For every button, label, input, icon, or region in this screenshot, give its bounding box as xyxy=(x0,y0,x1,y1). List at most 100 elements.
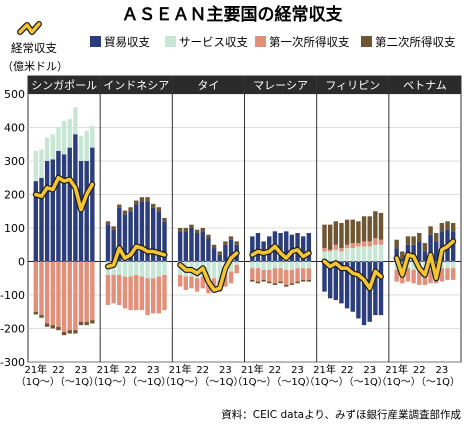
panel-title: タイ xyxy=(197,79,219,92)
bar-primary xyxy=(278,268,283,282)
bar-trade xyxy=(411,244,416,262)
bar-services xyxy=(139,261,145,277)
panel-header xyxy=(244,76,317,94)
bar-primary xyxy=(78,261,84,322)
legend-label: 貿易収支 xyxy=(104,35,150,49)
bar-secondary xyxy=(234,241,239,245)
x-tick-label: （～1Q） xyxy=(55,376,99,388)
bar-primary xyxy=(177,274,183,287)
bar-primary xyxy=(90,261,95,321)
bar-services xyxy=(234,261,239,265)
bar-secondary xyxy=(139,197,145,202)
x-tick-label: 21年 xyxy=(97,363,120,376)
x-tick-label: 21年 xyxy=(313,363,336,376)
current-account-line xyxy=(33,176,95,212)
bar-primary xyxy=(223,274,228,287)
bar-secondary xyxy=(122,210,128,215)
bar-primary xyxy=(378,239,384,245)
bar-trade xyxy=(206,238,211,262)
plot-area: -300-200-1000100200300400500シンガポール21年（1Q… xyxy=(0,75,462,388)
bar-secondary xyxy=(405,236,411,245)
bar-services xyxy=(228,261,234,272)
bar-secondary xyxy=(134,200,139,205)
bar-primary xyxy=(405,268,411,282)
bar-secondary xyxy=(39,315,44,318)
bar-secondary xyxy=(344,219,350,245)
y-tick-label: 200 xyxy=(4,189,25,202)
legend-label: 第一次所得収支 xyxy=(269,35,350,49)
source-note: 資料：CEIC dataより、みずほ銀行産業調査部作成 xyxy=(221,408,461,421)
bar-trade xyxy=(145,201,150,262)
bar-trade xyxy=(33,181,39,262)
bar-primary xyxy=(156,276,162,314)
x-tick-label: 22 xyxy=(413,365,426,376)
bar-secondary xyxy=(255,281,261,284)
bar-primary xyxy=(344,244,350,249)
bar-secondary xyxy=(177,228,183,232)
bar-primary xyxy=(194,278,200,292)
bar-services xyxy=(134,261,139,275)
x-tick-label: 23 xyxy=(75,365,88,376)
bar-primary xyxy=(44,261,50,324)
bar-primary xyxy=(445,268,450,280)
bar-services xyxy=(261,261,266,270)
bar-primary xyxy=(39,261,44,316)
y-tick-label: -300 xyxy=(0,356,25,369)
panel-header xyxy=(316,76,389,94)
bar-trade xyxy=(162,221,167,262)
y-tick-label: 400 xyxy=(4,122,25,135)
bar-trade xyxy=(367,261,372,322)
bar-trade xyxy=(394,248,399,262)
bar-secondary xyxy=(84,321,89,326)
bar-primary xyxy=(300,268,306,280)
bar-trade xyxy=(333,261,338,301)
bar-secondary xyxy=(333,221,338,245)
y-tick-label: -200 xyxy=(0,323,25,336)
bar-trade xyxy=(434,241,439,262)
bar-primary xyxy=(361,241,367,247)
bar-secondary xyxy=(211,244,217,249)
bar-primary xyxy=(105,274,111,306)
bar-secondary xyxy=(394,239,399,249)
x-tick-label: 22 xyxy=(269,365,282,376)
bar-trade xyxy=(217,254,222,262)
bar-secondary xyxy=(189,224,194,228)
bar-trade xyxy=(255,233,261,262)
x-tick-label: 23 xyxy=(147,365,160,376)
legend: 経常収支 貿易収支 サービス収支 第一次所得収支 第二次所得収支 xyxy=(11,21,456,55)
bar-trade xyxy=(117,207,122,262)
bar-trade xyxy=(90,147,95,262)
bar-secondary xyxy=(194,229,200,234)
bar-secondary xyxy=(356,221,361,244)
x-tick-label: （1Q～） xyxy=(232,376,276,388)
legend-label: 第二次所得収支 xyxy=(375,35,456,49)
x-tick-label: （～1Q） xyxy=(271,376,315,388)
legend-label: サービス収支 xyxy=(179,35,248,49)
bar-primary xyxy=(272,268,278,284)
bar-primary xyxy=(151,278,156,314)
bar-secondary xyxy=(289,283,295,285)
bar-secondary xyxy=(267,281,272,284)
x-tick-label: 22 xyxy=(341,365,354,376)
bar-trade xyxy=(422,251,428,262)
panel-header xyxy=(172,76,245,94)
bar-trade xyxy=(400,258,405,262)
bar-services xyxy=(378,244,384,262)
bar-primary xyxy=(322,248,327,252)
bar-primary xyxy=(134,274,139,311)
bar-secondary xyxy=(306,279,312,282)
legend-label: 経常収支 xyxy=(11,41,57,55)
bar-services xyxy=(206,261,211,279)
bar-primary xyxy=(122,276,128,309)
bar-trade xyxy=(111,229,116,262)
bar-trade xyxy=(361,261,367,326)
bar-services xyxy=(344,248,350,262)
bar-services xyxy=(151,261,156,279)
bar-secondary xyxy=(90,320,95,324)
y-tick-label: 0 xyxy=(18,256,25,269)
bar-trade xyxy=(194,233,200,262)
bar-primary xyxy=(67,261,72,331)
bar-trade xyxy=(151,207,156,262)
bar-primary xyxy=(200,276,205,289)
